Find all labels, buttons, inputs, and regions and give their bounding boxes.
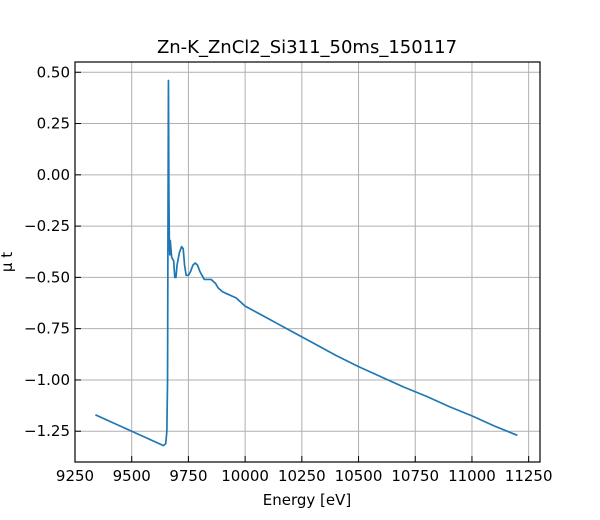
- series-line: [95, 79, 518, 447]
- x-tick-label: 9500: [113, 467, 151, 485]
- y-tick-label: 0.50: [37, 63, 70, 81]
- series-layer: [95, 79, 518, 447]
- x-tick-label: 10500: [335, 467, 383, 485]
- y-tick-label: −0.75: [24, 320, 70, 338]
- y-axis-label: μ t: [0, 252, 16, 272]
- chart-title: Zn-K_ZnCl2_Si311_50ms_150117: [157, 37, 457, 58]
- y-tick-label: −0.25: [24, 217, 70, 235]
- x-tick-label: 9750: [169, 467, 207, 485]
- x-tick-label: 11250: [505, 467, 553, 485]
- y-tick-label: −1.00: [24, 371, 70, 389]
- x-tick-label: 10250: [278, 467, 326, 485]
- y-tick-label: −0.50: [24, 268, 70, 286]
- y-tick-label: 0.00: [37, 166, 70, 184]
- plot-frame: [74, 61, 541, 463]
- x-tick-label: 10000: [221, 467, 269, 485]
- x-tick-label: 11000: [448, 467, 496, 485]
- x-tick-label: 9250: [56, 467, 94, 485]
- y-tick-label: 0.25: [37, 115, 70, 133]
- x-tick-label: 10750: [391, 467, 439, 485]
- grid-lines: [74, 62, 540, 462]
- ticks: 9250 9500 9750 10000 10250 10500 10750 11000 112…: [24, 63, 552, 485]
- x-axis-label: Energy [eV]: [263, 491, 351, 509]
- y-tick-label: −1.25: [24, 422, 70, 440]
